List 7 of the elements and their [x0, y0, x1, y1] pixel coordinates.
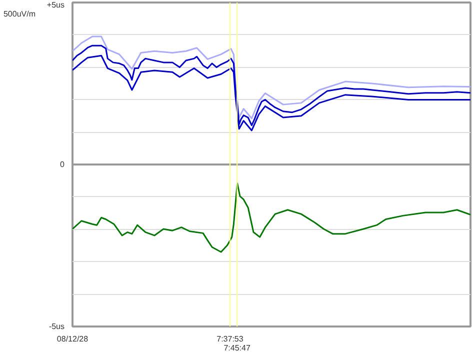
y-tick-label: -5us: [48, 322, 64, 331]
y-tick-label: 0: [60, 160, 66, 169]
ref-line-label: 7:45:47: [224, 344, 251, 352]
y-tick-label: +5us: [46, 0, 65, 10]
x-tick-label: 08/12/28: [56, 334, 89, 344]
text: 500uV/m: [3, 9, 36, 18]
x-tick-label: 7:37:53: [216, 334, 244, 344]
